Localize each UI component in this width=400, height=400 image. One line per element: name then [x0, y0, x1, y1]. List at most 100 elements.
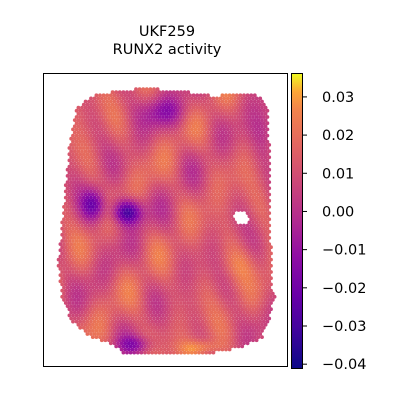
tissue-spot [243, 121, 248, 126]
tissue-spot [177, 198, 182, 203]
tissue-spot [85, 146, 90, 150]
tissue-spot [110, 146, 115, 150]
tissue-spot [128, 158, 133, 163]
tissue-spot [182, 90, 187, 95]
tissue-spot [218, 177, 223, 181]
tissue-spot [258, 146, 263, 150]
tissue-spot [139, 102, 144, 107]
tissue-spot [189, 189, 194, 194]
tissue-spot [132, 115, 137, 119]
tissue-spot [159, 186, 164, 191]
tissue-spot [157, 90, 162, 95]
chart-subtitle: RUNX2 activity [112, 42, 222, 58]
tissue-spot [148, 167, 153, 172]
tissue-spot [198, 161, 203, 166]
tissue-spot [99, 170, 104, 175]
tissue-spot [198, 198, 203, 203]
tissue-spot [144, 124, 149, 129]
tissue-spot [164, 195, 169, 200]
tissue-spot [238, 93, 243, 98]
chart-title: UKF259 [138, 24, 196, 40]
tissue-spot [242, 192, 246, 197]
tissue-spot [216, 161, 221, 166]
tissue-spot [245, 167, 250, 172]
tissue-spot [229, 139, 234, 144]
tissue-spot [135, 170, 140, 175]
tissue-spot [89, 158, 93, 163]
tissue-spot [213, 118, 218, 122]
tissue-spot [211, 108, 216, 113]
tissue-spot [231, 136, 236, 141]
tissue-spot [170, 105, 174, 110]
tissue-spot [123, 155, 128, 160]
tissue-spot [94, 143, 99, 147]
tissue-spot [180, 124, 185, 129]
tissue-spot [162, 130, 167, 135]
tissue-spot [240, 177, 245, 181]
tissue-spot [173, 186, 178, 191]
tissue-spot [243, 195, 248, 200]
tissue-spot [99, 121, 104, 126]
tissue-spot [99, 115, 104, 119]
tissue-spot [139, 195, 144, 200]
tissue-spot [229, 96, 234, 101]
tissue-spot [76, 130, 81, 135]
tissue-spot [119, 167, 124, 172]
tissue-spot [65, 186, 70, 191]
tissue-spot [71, 139, 75, 144]
tissue-spot [180, 198, 185, 203]
tissue-spot [92, 183, 97, 188]
tissue-spot [251, 102, 255, 107]
tissue-spot [173, 105, 178, 110]
tissue-spot [254, 139, 259, 144]
tissue-spot [229, 189, 234, 194]
tissue-spot [157, 133, 162, 138]
tissue-spot [200, 183, 205, 188]
tissue-spot [261, 108, 266, 113]
tissue-spot [83, 192, 88, 197]
tissue-spot [85, 177, 90, 181]
tissue-spot [69, 161, 74, 166]
tissue-spot [99, 189, 104, 194]
tissue-spot [128, 115, 133, 119]
tissue-spot [216, 124, 221, 129]
tissue-spot [247, 177, 252, 181]
tissue-spot [101, 112, 106, 116]
tissue-spot [263, 186, 268, 191]
tissue-spot [207, 127, 212, 132]
tissue-spot [191, 149, 196, 154]
tissue-spot [238, 112, 243, 116]
tissue-spot [231, 167, 236, 172]
tissue-spot [126, 130, 131, 135]
tissue-spot [209, 143, 214, 147]
tissue-spot [99, 177, 104, 181]
tissue-spot [108, 149, 113, 154]
tissue-spot [236, 96, 241, 101]
tissue-spot [233, 115, 237, 119]
tissue-spot [98, 198, 102, 203]
tissue-spot [211, 183, 216, 188]
tissue-spot [121, 146, 126, 150]
tissue-spot [186, 158, 191, 163]
tissue-spot [243, 183, 248, 188]
tissue-spot [263, 192, 268, 197]
tissue-spot [141, 198, 146, 203]
tissue-spot [204, 146, 209, 150]
tissue-spot [170, 130, 174, 135]
tissue-spot [261, 164, 266, 169]
tissue-spot [157, 108, 162, 113]
tissue-spot [204, 152, 209, 157]
tissue-spot [207, 170, 212, 175]
tissue-spot [240, 195, 245, 200]
tissue-spot [121, 164, 126, 169]
tissue-spot [191, 118, 196, 122]
tissue-spot [134, 93, 138, 98]
tissue-spot [69, 143, 74, 147]
tissue-spot [166, 143, 171, 147]
tissue-spot [175, 158, 180, 163]
tissue-spot [236, 108, 241, 113]
tissue-spot [220, 186, 225, 191]
tissue-spot [175, 189, 180, 194]
tissue-spot [216, 118, 221, 122]
tissue-spot [191, 124, 196, 129]
